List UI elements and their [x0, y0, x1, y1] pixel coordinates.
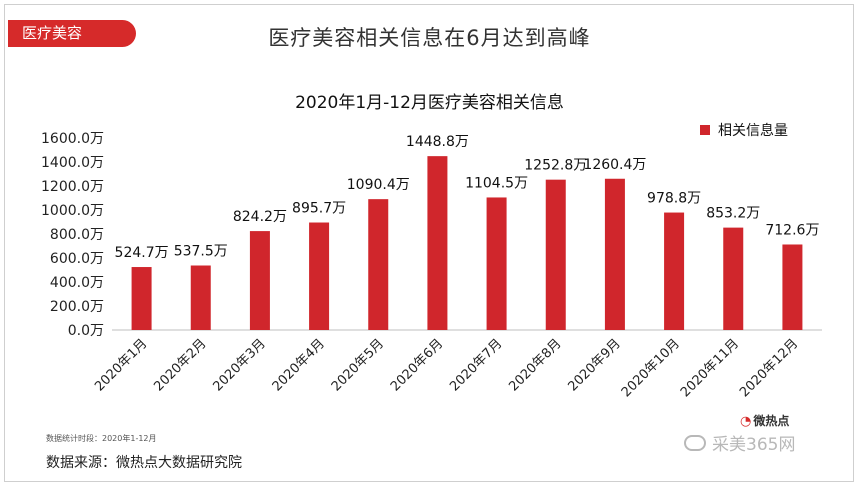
x-tick-label: 2020年12月	[737, 336, 801, 400]
bar	[309, 222, 330, 330]
x-tick-label: 2020年10月	[619, 336, 683, 400]
brand-logo: ◔ 微热点	[740, 412, 789, 429]
chart-title: 2020年1月-12月医疗美容相关信息	[295, 93, 564, 113]
bar-value-label: 1252.8万	[524, 158, 587, 174]
x-tick-label: 2020年1月	[92, 336, 150, 394]
y-tick-label: 800.0万	[50, 227, 104, 243]
y-tick-label: 1000.0万	[41, 203, 104, 219]
x-tick-label: 2020年4月	[270, 336, 328, 394]
logo-text: 微热点	[753, 414, 790, 428]
legend-swatch	[700, 125, 710, 135]
bar	[249, 231, 270, 330]
legend-label: 相关信息量	[718, 123, 788, 139]
bar-value-label: 824.2万	[233, 209, 287, 225]
bar	[368, 199, 389, 330]
y-tick-label: 1400.0万	[41, 155, 104, 171]
stats-period-note: 数据统计时段：2020年1-12月	[46, 434, 157, 443]
bar	[486, 197, 507, 330]
y-tick-label: 200.0万	[50, 299, 104, 315]
bar	[782, 244, 803, 330]
y-tick-label: 400.0万	[50, 275, 104, 291]
y-tick-label: 0.0万	[68, 323, 104, 339]
x-tick-label: 2020年7月	[447, 336, 505, 394]
bar	[723, 227, 744, 330]
category-tag: 医疗美容	[8, 20, 136, 47]
x-tick-label: 2020年2月	[151, 336, 209, 394]
y-tick-label: 1600.0万	[41, 131, 104, 147]
bar-value-label: 895.7万	[292, 201, 346, 217]
bar	[604, 178, 625, 330]
watermark: 采美365网	[684, 430, 795, 455]
y-tick-label: 1200.0万	[41, 179, 104, 195]
x-tick-label: 2020年3月	[211, 336, 269, 394]
bar-value-label: 1090.4万	[347, 177, 410, 193]
bar	[190, 265, 211, 330]
bar	[427, 156, 448, 330]
x-tick-label: 2020年6月	[388, 336, 446, 394]
x-tick-label: 2020年9月	[566, 336, 624, 394]
logo-icon: ◔	[740, 414, 752, 429]
bar-value-label: 1260.4万	[583, 157, 646, 173]
bar-value-label: 1448.8万	[406, 134, 469, 150]
y-tick-label: 600.0万	[50, 251, 104, 267]
bar-value-label: 978.8万	[647, 191, 701, 207]
page-headline: 医疗美容相关信息在6月达到高峰	[268, 26, 591, 50]
bar-value-label: 537.5万	[174, 244, 228, 260]
bar	[545, 179, 566, 330]
bar	[131, 267, 152, 330]
watermark-text: 采美365网	[712, 435, 796, 455]
bar-value-label: 712.6万	[765, 222, 819, 238]
wechat-icon	[684, 434, 706, 451]
x-tick-label: 2020年5月	[329, 336, 387, 394]
bar	[664, 212, 685, 330]
data-source: 数据来源：微热点大数据研究院	[46, 455, 242, 471]
x-tick-label: 2020年8月	[506, 336, 564, 394]
bar-value-label: 1104.5万	[465, 175, 528, 191]
x-tick-label: 2020年11月	[678, 336, 742, 400]
chart-legend: 相关信息量	[700, 120, 788, 140]
bar-value-label: 524.7万	[115, 245, 169, 261]
bar-value-label: 853.2万	[706, 206, 760, 222]
